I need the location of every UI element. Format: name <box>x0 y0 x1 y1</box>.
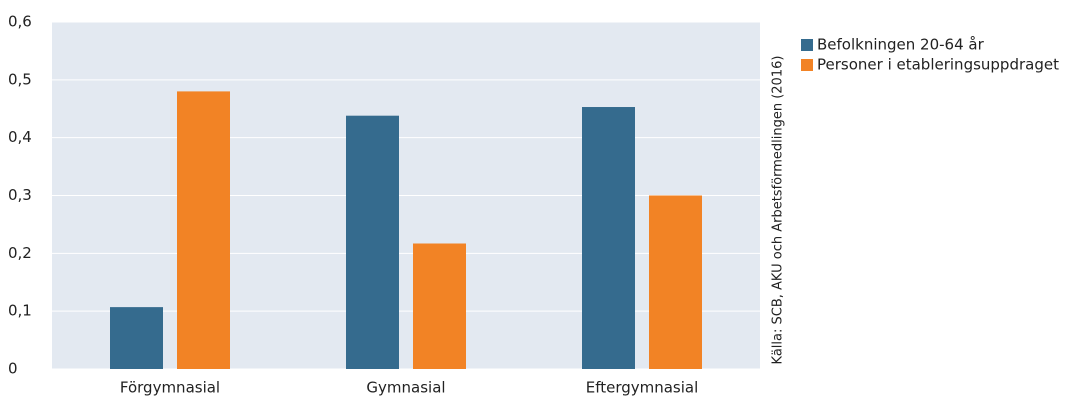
y-tick-label: 0,1 <box>8 302 32 320</box>
bar <box>413 243 466 369</box>
bar <box>582 107 635 369</box>
y-tick-label: 0 <box>8 360 18 378</box>
y-tick-label: 0,3 <box>8 186 32 204</box>
y-tick-label: 0,4 <box>8 128 32 146</box>
x-tick-label: Eftergymnasial <box>586 379 699 397</box>
bar <box>346 115 399 369</box>
bar <box>649 195 702 369</box>
bar <box>177 91 230 370</box>
legend-label: Befolkningen 20-64 år <box>817 36 985 54</box>
x-tick-label: Förgymnasial <box>120 379 220 397</box>
y-tick-label: 0,5 <box>8 70 32 88</box>
y-tick-label: 0,6 <box>8 13 32 31</box>
source-note: Källa: SCB, AKU och Arbetsförmedlingen (… <box>771 56 786 365</box>
x-tick-label: Gymnasial <box>366 379 445 397</box>
legend-swatch <box>801 39 813 51</box>
bar <box>110 307 163 369</box>
y-tick-label: 0,2 <box>8 244 32 262</box>
legend-label: Personer i etableringsuppdraget <box>817 56 1059 74</box>
legend-swatch <box>801 59 813 71</box>
